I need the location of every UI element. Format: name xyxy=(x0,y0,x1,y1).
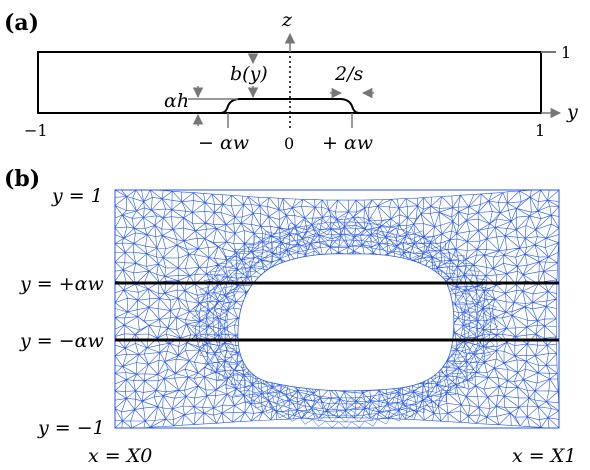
axis-label-y: y xyxy=(566,101,578,123)
mesh-refinement-ring xyxy=(191,215,499,428)
alpha-h-label: αh xyxy=(164,90,189,112)
tick-label-right: 1 xyxy=(535,121,545,140)
label-x-left: x = X0 xyxy=(88,445,152,467)
slope-width-label: 2/s xyxy=(334,63,363,85)
tick-label-left: −1 xyxy=(24,121,48,140)
tick-label-top: 1 xyxy=(561,43,571,62)
mesh-boundary xyxy=(114,189,560,429)
panel-b-label: (b) xyxy=(4,166,40,192)
label-y-bottom: y = −1 xyxy=(37,417,105,439)
bump-profile xyxy=(38,98,541,114)
label-x-right: x = X1 xyxy=(512,445,576,467)
bump-height-label: b(y) xyxy=(230,63,268,85)
axis-label-z: z xyxy=(281,9,293,31)
minus-alpha-w-label: − αw xyxy=(198,132,249,154)
label-y-minus-alpha-w: y = −αw xyxy=(19,330,104,352)
panel-a-label: (a) xyxy=(4,10,39,36)
label-y-plus-alpha-w: y = +αw xyxy=(19,273,104,295)
plus-alpha-w-label: + αw xyxy=(322,132,373,154)
obstacle-hole xyxy=(237,253,455,392)
tick-label-center: 0 xyxy=(284,134,294,153)
label-y-top: y = 1 xyxy=(51,185,103,207)
